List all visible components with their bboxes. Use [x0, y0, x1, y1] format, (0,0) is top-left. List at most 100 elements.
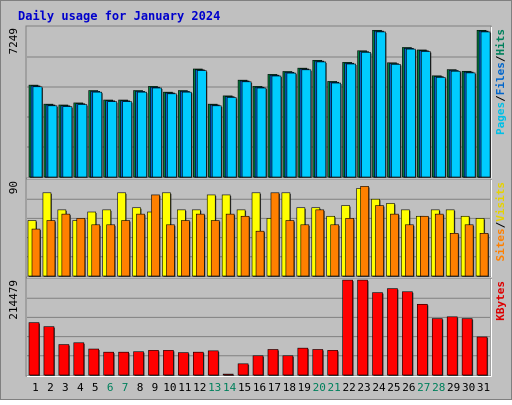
mid-legend-entry: /	[494, 221, 507, 228]
x-tick-label: 10	[163, 381, 176, 394]
bar-kbytes-day-29	[446, 316, 458, 376]
bar-pages-day-3	[62, 106, 73, 178]
bar-kbytes-day-28	[431, 318, 443, 376]
bar-pages-day-4	[77, 104, 88, 178]
bar-kbytes-day-3	[58, 344, 70, 376]
bar-sites-day-28	[434, 213, 444, 277]
bar-sites-day-23	[360, 186, 369, 277]
x-tick-label: 17	[268, 381, 281, 394]
bar-pages-day-26	[406, 48, 416, 178]
bar-sites-day-10	[166, 224, 175, 277]
bar-kbytes-day-30	[461, 318, 473, 376]
bar-sites-day-21	[330, 224, 340, 277]
bar-sites-day-12	[195, 213, 205, 277]
x-tick-label: 2	[47, 381, 54, 394]
bar-sites-day-9	[151, 194, 160, 277]
bar-pages-day-17	[271, 75, 282, 178]
bar-kbytes-day-2	[43, 326, 55, 376]
x-tick-label: 27	[417, 381, 430, 394]
bar-pages-day-28	[435, 77, 446, 178]
x-tick-label: 22	[342, 381, 355, 394]
x-tick-label: 26	[402, 381, 415, 394]
bar-kbytes-day-19	[297, 347, 309, 376]
x-tick-label: 21	[328, 381, 341, 394]
top-legend-entry: /	[494, 55, 507, 62]
x-tick-label: 30	[462, 381, 475, 394]
bar-sites-day-30	[464, 224, 474, 277]
bar-sites-day-25	[390, 213, 399, 277]
mid-panel: 90 Sites/Visits	[7, 178, 507, 278]
bar-kbytes-day-5	[88, 348, 100, 376]
bar-sites-day-31	[479, 233, 489, 277]
bar-sites-day-17	[270, 192, 280, 277]
bar-pages-day-6	[107, 101, 117, 178]
bar-kbytes-day-8	[133, 351, 144, 376]
top-bars	[28, 29, 492, 179]
bar-sites-day-6	[106, 224, 115, 277]
x-tick-label: 14	[223, 381, 237, 394]
bar-sites-day-7	[121, 220, 130, 277]
bar-pages-day-23	[361, 52, 371, 178]
top-legend-entry: Files	[494, 62, 507, 95]
x-tick-label: 29	[447, 381, 460, 394]
bot-bars	[28, 279, 489, 376]
bar-pages-day-19	[301, 69, 312, 178]
bar-pages-day-9	[152, 87, 162, 178]
bar-kbytes-day-12	[192, 351, 204, 376]
bar-sites-day-27	[420, 215, 429, 277]
bar-sites-day-16	[255, 230, 265, 277]
x-tick-label: 7	[122, 381, 129, 394]
bar-kbytes-day-9	[148, 350, 159, 376]
x-tick-label: 1	[32, 381, 39, 394]
bar-kbytes-day-22	[342, 279, 353, 376]
bar-kbytes-day-23	[357, 279, 368, 376]
x-tick-label: 18	[283, 381, 296, 394]
bar-kbytes-day-31	[476, 336, 488, 376]
x-tick-label: 23	[357, 381, 370, 394]
bar-kbytes-day-24	[372, 292, 383, 376]
bar-pages-day-22	[346, 63, 356, 178]
bar-sites-day-24	[375, 205, 384, 277]
mid-max-label: 90	[7, 181, 20, 194]
x-tick-label: 5	[92, 381, 99, 394]
bar-sites-day-8	[136, 213, 145, 277]
bar-pages-day-27	[421, 51, 431, 178]
bar-pages-day-7	[122, 101, 132, 178]
top-legend-entry: /	[494, 95, 507, 102]
top-legend: Pages/Files/Hits	[494, 29, 507, 135]
mid-legend: Sites/Visits	[494, 182, 507, 262]
bar-sites-day-4	[76, 218, 86, 277]
bar-kbytes-day-18	[282, 355, 294, 376]
bar-pages-day-25	[391, 64, 401, 178]
x-tick-label: 6	[107, 381, 114, 394]
bar-kbytes-day-17	[267, 349, 279, 376]
bar-pages-day-12	[196, 70, 207, 178]
mid-bars	[27, 186, 490, 277]
bar-pages-day-2	[47, 105, 58, 178]
x-tick-label: 8	[137, 381, 144, 394]
bar-sites-day-26	[405, 224, 414, 277]
x-tick-label: 16	[253, 381, 266, 394]
top-legend-entry: Hits	[494, 29, 507, 56]
bar-kbytes-day-1	[28, 322, 40, 376]
bar-kbytes-day-14-shadow	[224, 375, 235, 376]
bar-pages-day-11	[182, 91, 192, 178]
bar-sites-day-19	[300, 224, 310, 277]
x-tick-label: 13	[208, 381, 221, 394]
bar-sites-day-20	[315, 209, 325, 277]
bar-kbytes-day-14	[222, 373, 234, 376]
bar-pages-day-31	[480, 31, 491, 178]
bar-kbytes-day-6	[103, 351, 114, 376]
bot-legend: KBytes	[494, 281, 507, 321]
bar-kbytes-day-4	[73, 342, 85, 376]
bar-sites-day-14	[225, 213, 235, 277]
bar-kbytes-day-25	[387, 288, 398, 376]
bar-pages-day-13	[211, 105, 222, 178]
bar-kbytes-day-15	[237, 363, 249, 376]
x-tick-label: 4	[77, 381, 84, 394]
bar-pages-day-20	[316, 61, 327, 178]
x-tick-label: 31	[477, 381, 490, 394]
bar-sites-day-2	[46, 220, 56, 277]
